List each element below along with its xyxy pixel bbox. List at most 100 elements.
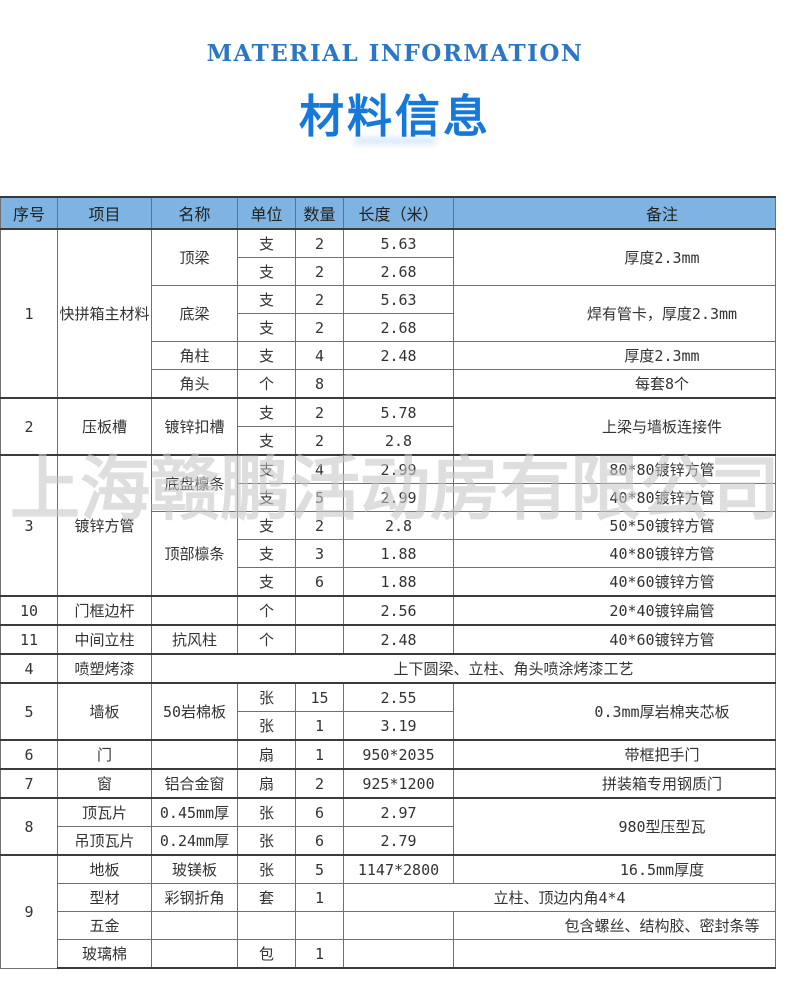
item-cell: 顶瓦片 bbox=[57, 797, 152, 827]
length-cell: 2.97 bbox=[343, 797, 454, 827]
qty-cell: 3 bbox=[295, 539, 344, 568]
name-cell: 底盘檩条 bbox=[151, 454, 238, 512]
table-row: 支 5 2.99 40*80镀锌方管 bbox=[1, 483, 776, 512]
column-header-qty: 数量 bbox=[295, 196, 344, 230]
table-row: 玻璃棉 包 1 bbox=[1, 939, 776, 969]
column-header-length: 长度（米） bbox=[343, 196, 454, 230]
item-cell: 中间立柱 bbox=[57, 624, 152, 655]
name-cell: 铝合金窗 bbox=[151, 768, 238, 799]
remark-cell: 40*60镀锌方管 bbox=[453, 567, 776, 597]
length-cell: 立柱、顶边内角4*4 bbox=[343, 883, 776, 912]
length-cell: 1.88 bbox=[343, 567, 454, 597]
length-cell: 1.88 bbox=[343, 539, 454, 568]
length-cell: 5.63 bbox=[343, 228, 454, 258]
qty-cell: 1 bbox=[295, 739, 344, 770]
seq-cell: 5 bbox=[0, 682, 58, 741]
length-cell: 2.48 bbox=[343, 341, 454, 370]
length-cell: 2.8 bbox=[343, 511, 454, 540]
column-header-remark: 备注 bbox=[453, 196, 776, 230]
length-cell bbox=[343, 369, 454, 399]
seq-cell: 9 bbox=[0, 854, 58, 969]
item-cell: 五金 bbox=[57, 911, 152, 940]
unit-cell: 包 bbox=[237, 939, 296, 969]
remark-cell: 厚度2.3mm bbox=[453, 341, 776, 370]
unit-cell: 支 bbox=[237, 341, 296, 370]
unit-cell: 支 bbox=[237, 313, 296, 342]
unit-cell: 支 bbox=[237, 228, 296, 258]
remark-cell bbox=[453, 939, 776, 969]
qty-cell: 2 bbox=[295, 768, 344, 799]
unit-cell bbox=[237, 911, 296, 940]
unit-cell: 支 bbox=[237, 426, 296, 456]
remark-cell: 50*50镀锌方管 bbox=[453, 511, 776, 540]
unit-cell: 支 bbox=[237, 285, 296, 314]
seq-cell: 11 bbox=[0, 624, 58, 655]
qty-cell: 5 bbox=[295, 483, 344, 512]
item-cell: 吊顶瓦片 bbox=[57, 826, 152, 856]
table-row: 5 墙板 50岩棉板张 15 2.55 0.3mm厚岩棉夹芯板 bbox=[0, 682, 776, 741]
table-row: 型材 彩钢折角套 1 立柱、顶边内角4*4 bbox=[1, 883, 776, 912]
item-cell: 压板槽 bbox=[57, 397, 152, 456]
remark-cell: 20*40镀锌扁管 bbox=[453, 595, 776, 626]
seq-cell: 7 bbox=[0, 768, 58, 799]
table-row: 6 门 扇 1 950*2035 带框把手门 bbox=[0, 739, 776, 770]
remark-cell: 980型压型瓦 bbox=[453, 797, 776, 856]
name-cell: 0.45mm厚 bbox=[151, 797, 238, 827]
qty-cell: 2 bbox=[295, 228, 344, 258]
length-cell: 2.68 bbox=[343, 313, 454, 342]
page-title-chinese: 材料信息 bbox=[298, 90, 491, 143]
item-cell: 玻璃棉 bbox=[57, 939, 152, 969]
unit-cell: 支 bbox=[237, 539, 296, 568]
page-title-english: MATERIAL INFORMATION bbox=[206, 40, 584, 67]
length-cell bbox=[343, 939, 454, 969]
qty-cell: 6 bbox=[295, 826, 344, 856]
qty-cell bbox=[295, 624, 344, 655]
unit-cell: 个 bbox=[237, 595, 296, 626]
column-header-item: 项目 bbox=[57, 196, 152, 230]
length-cell: 3.19 bbox=[343, 711, 454, 741]
unit-cell: 支 bbox=[237, 397, 296, 427]
unit-cell: 支 bbox=[237, 567, 296, 597]
table-row: 1 快拼箱主材料 顶梁支 2 5.63 厚度2.3mm bbox=[0, 228, 776, 399]
table-row: 张 1 3.19 bbox=[1, 711, 776, 741]
column-header-seq: 序号 bbox=[0, 196, 58, 230]
table-row: 底梁支 2 5.63 焊有管卡，厚度2.3mm bbox=[1, 285, 776, 342]
seq-cell: 4 bbox=[0, 653, 58, 684]
length-cell: 2.99 bbox=[343, 454, 454, 484]
table-row: 角头个 8 每套8个 bbox=[1, 369, 776, 399]
qty-cell: 2 bbox=[295, 397, 344, 427]
table-row: 支 3 1.88 40*80镀锌方管 bbox=[1, 539, 776, 568]
name-cell: 角头 bbox=[151, 369, 238, 399]
unit-cell: 支 bbox=[237, 483, 296, 512]
name-cell: 玻镁板 bbox=[151, 854, 238, 884]
qty-cell bbox=[295, 911, 344, 940]
unit-cell: 支 bbox=[237, 511, 296, 540]
remark-cell: 40*80镀锌方管 bbox=[453, 483, 776, 512]
length-cell: 2.68 bbox=[343, 257, 454, 286]
remark-cell: 80*80镀锌方管 bbox=[453, 454, 776, 484]
column-header-name: 名称 bbox=[151, 196, 238, 230]
table-row: 2 压板槽 镀锌扣槽支 2 5.78 上梁与墙板连接件 bbox=[0, 397, 776, 456]
name-cell: 彩钢折角 bbox=[151, 883, 238, 912]
unit-cell: 支 bbox=[237, 257, 296, 286]
table-row: 支 2 2.68 bbox=[1, 313, 776, 342]
remark-cell: 16.5mm厚度 bbox=[453, 854, 776, 884]
remark-cell: 40*60镀锌方管 bbox=[453, 624, 776, 655]
remark-cell: 焊有管卡，厚度2.3mm bbox=[453, 285, 776, 342]
item-cell: 型材 bbox=[57, 883, 152, 912]
seq-cell: 3 bbox=[0, 454, 58, 597]
name-cell bbox=[151, 911, 238, 940]
qty-cell: 8 bbox=[295, 369, 344, 399]
item-cell: 地板 bbox=[57, 854, 152, 884]
table-row: 支 2 2.8 bbox=[1, 426, 776, 456]
length-cell: 2.48 bbox=[343, 624, 454, 655]
length-cell bbox=[343, 911, 454, 940]
name-cell: 上下圆梁、立柱、角头喷涂烤漆工艺 bbox=[151, 653, 776, 684]
item-cell: 喷塑烤漆 bbox=[57, 653, 152, 684]
name-cell: 顶梁 bbox=[151, 228, 238, 286]
item-cell: 镀锌方管 bbox=[57, 454, 152, 597]
qty-cell: 6 bbox=[295, 567, 344, 597]
table-row: 3 镀锌方管 底盘檩条支 4 2.99 80*80镀锌方管 bbox=[0, 454, 776, 597]
qty-cell: 15 bbox=[295, 682, 344, 712]
